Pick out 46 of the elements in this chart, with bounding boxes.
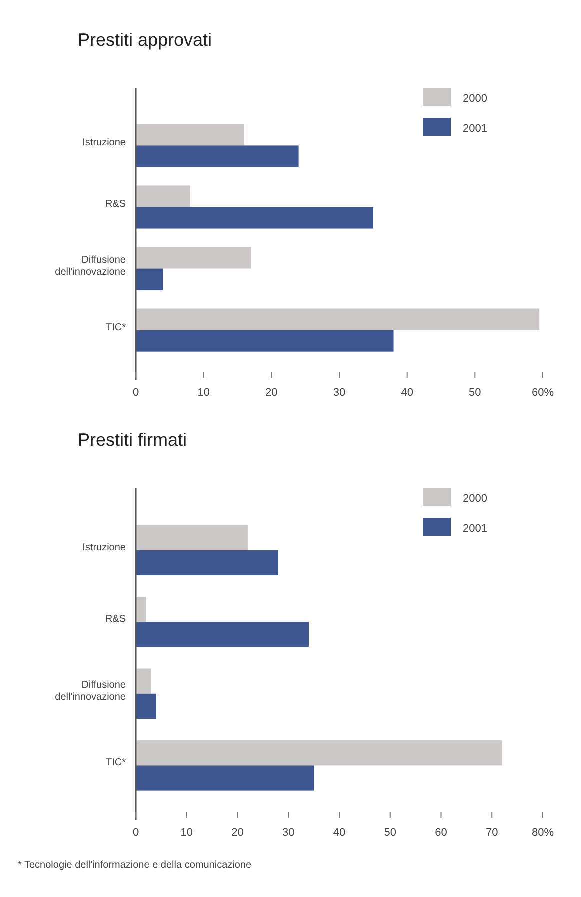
bar bbox=[136, 550, 278, 576]
x-tick-label: 30 bbox=[333, 387, 346, 399]
bar bbox=[136, 766, 314, 791]
x-tick-label: 40 bbox=[333, 827, 346, 839]
y-tick-label: Istruzione bbox=[82, 542, 126, 554]
y-tick-label: R&S bbox=[105, 614, 126, 626]
legend-label: 2001 bbox=[463, 123, 488, 135]
x-tick-label: 0 bbox=[132, 387, 140, 399]
bar bbox=[136, 124, 245, 146]
text: * Tecnologie dell'informazione e della comunicazione bbox=[18, 860, 252, 871]
x-tick-label: 80% bbox=[532, 827, 554, 839]
bar bbox=[136, 525, 248, 550]
bar bbox=[136, 207, 374, 229]
bar bbox=[136, 694, 156, 720]
x-tick-label: 50 bbox=[384, 827, 396, 839]
y-tick-label: Istruzione bbox=[82, 138, 126, 149]
bar bbox=[136, 268, 164, 290]
chart-title: Prestiti firmati bbox=[78, 430, 188, 450]
bar bbox=[136, 308, 540, 330]
bar bbox=[136, 247, 252, 269]
x-tick-label: 60% bbox=[532, 387, 554, 399]
x-tick-label: 70 bbox=[486, 827, 498, 839]
bar bbox=[136, 668, 152, 694]
x-tick-label: 10 bbox=[198, 387, 210, 399]
y-tick-label: Diffusione dell'innovazione bbox=[55, 680, 126, 703]
y-tick-label: Diffusione dell'innovazione bbox=[55, 254, 126, 278]
y-tick-label: R&S bbox=[105, 199, 126, 210]
x-tick-label: 10 bbox=[180, 827, 193, 839]
x-tick-label: 40 bbox=[401, 387, 414, 399]
x-tick-label: 60 bbox=[435, 827, 448, 839]
legend-label: 2000 bbox=[463, 493, 488, 505]
chart-title: Prestiti approvati bbox=[78, 30, 212, 50]
bar bbox=[136, 622, 309, 648]
y-tick-label: TIC* bbox=[106, 322, 126, 334]
x-tick-label: 20 bbox=[232, 827, 244, 839]
legend-label: 2001 bbox=[463, 523, 488, 535]
bar bbox=[136, 740, 502, 766]
x-tick-label: 0 bbox=[132, 827, 140, 839]
bar bbox=[136, 330, 394, 352]
x-tick-label: 50 bbox=[469, 387, 482, 399]
bar bbox=[136, 186, 190, 208]
legend-label: 2000 bbox=[463, 93, 488, 105]
y-tick-label: TIC* bbox=[106, 758, 126, 769]
bar bbox=[136, 146, 299, 168]
x-tick-label: 30 bbox=[282, 827, 295, 839]
x-tick-label: 20 bbox=[266, 387, 278, 399]
